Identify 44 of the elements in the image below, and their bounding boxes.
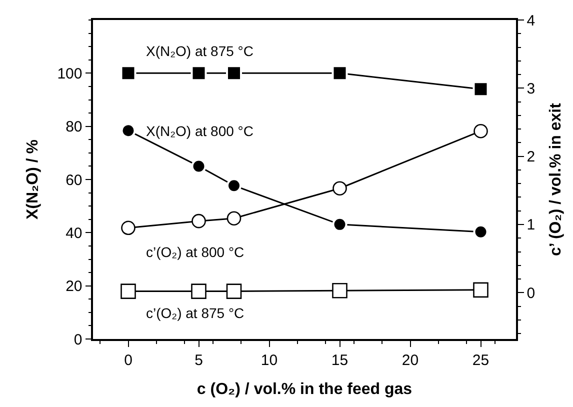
x-tick-label: 10 xyxy=(260,352,278,369)
x-tick-label: 5 xyxy=(194,352,203,369)
point xyxy=(190,65,207,82)
point xyxy=(226,178,242,194)
y-tick-label: 20 xyxy=(66,278,82,296)
point xyxy=(473,282,488,298)
point xyxy=(474,124,488,138)
point xyxy=(473,224,488,240)
point xyxy=(332,181,347,196)
series-label: X(N₂O) at 800 °C xyxy=(146,123,254,139)
series-label: c’(O₂) at 800 °C xyxy=(146,244,244,260)
point xyxy=(226,211,242,226)
y2-tick-label: 1 xyxy=(526,216,536,234)
y2-tick-label: 3 xyxy=(526,80,536,98)
x-tick-label: 20 xyxy=(402,352,419,369)
series-label: c’(O₂) at 875 °C xyxy=(146,305,244,321)
point xyxy=(191,284,206,299)
point xyxy=(120,123,136,138)
y2-tick-label: 2 xyxy=(526,148,536,166)
y2-tick-label: 4 xyxy=(526,12,536,30)
y-axis-title: X(N₂O) / % xyxy=(24,140,42,220)
y-tick-label: 100 xyxy=(57,65,82,82)
point xyxy=(120,284,136,299)
point xyxy=(332,65,348,82)
y2-axis-title: c’ (O₂) / vol.% in exit xyxy=(547,102,564,256)
y-tick-label: 0 xyxy=(74,331,82,348)
x-tick-label: 15 xyxy=(331,352,348,369)
x-tick-label: 0 xyxy=(124,352,132,369)
point xyxy=(332,216,348,232)
x-tick-label: 25 xyxy=(472,352,490,369)
point xyxy=(121,220,136,236)
x-axis-title: c (O₂) / vol.% in the feed gas xyxy=(196,380,412,398)
point xyxy=(226,284,242,299)
point xyxy=(120,65,136,82)
y2-tick-label: 0 xyxy=(526,284,536,302)
y-tick-label: 40 xyxy=(66,224,82,242)
point xyxy=(192,214,206,228)
y-tick-label: 60 xyxy=(66,172,82,189)
series-label: X(N₂O) at 875 °C xyxy=(146,43,254,59)
point xyxy=(226,65,242,82)
y-tick-label: 80 xyxy=(66,118,82,136)
point xyxy=(191,158,206,174)
point xyxy=(332,282,348,298)
point xyxy=(472,81,489,98)
